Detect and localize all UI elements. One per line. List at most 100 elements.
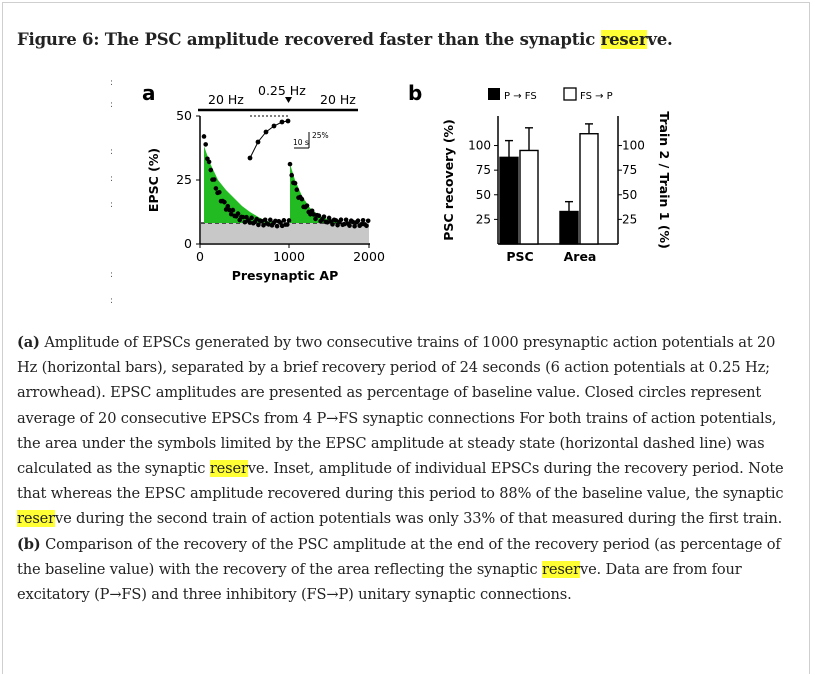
- tick-label-b-right: 25: [622, 212, 637, 226]
- figure-image: a 20 Hz 0.25 Hz 20 Hz 50 25 0 0 1000 200…: [100, 68, 700, 308]
- epsc-point: [285, 222, 290, 227]
- legend-filled-swatch: [488, 88, 500, 100]
- epsc-point: [330, 222, 335, 227]
- epsc-point: [347, 223, 352, 228]
- epsc-point: [352, 223, 357, 229]
- epsc-point: [364, 223, 369, 229]
- epsc-point: [350, 219, 356, 225]
- epsc-point: [227, 207, 232, 213]
- ytick-label: 0: [184, 236, 192, 251]
- epsc-point: [211, 177, 217, 182]
- title-text: Figure 6: The PSC amplitude recovered fa…: [17, 30, 601, 49]
- tick-label-b-left: 25: [476, 212, 491, 226]
- y-axis-label-a: EPSC (%): [146, 148, 161, 212]
- tick-label-b-left: 100: [468, 139, 491, 153]
- caption-panel-label: (a): [17, 334, 40, 351]
- bar-psc-p-fs: [499, 156, 519, 245]
- epsc-point: [249, 215, 254, 221]
- x-axis-label-a: Presynaptic AP: [232, 268, 339, 283]
- panel-b-letter: b: [408, 81, 422, 105]
- figure-title: Figure 6: The PSC amplitude recovered fa…: [17, 30, 673, 49]
- epsc-point: [321, 214, 327, 219]
- scale-time-label: 10 s: [293, 138, 309, 147]
- bar-area-fs-p: [579, 133, 599, 245]
- epsc-point: [299, 196, 305, 202]
- epsc-point: [313, 216, 318, 222]
- epsc-point: [359, 221, 364, 227]
- caption-highlight: reser: [542, 560, 580, 578]
- inset-point: [285, 118, 291, 124]
- epsc-point: [343, 217, 349, 223]
- legend-open-swatch: [563, 87, 577, 101]
- epsc-point: [242, 219, 248, 225]
- tick-label-b-right: 50: [622, 188, 637, 202]
- panel-a-letter: a: [142, 81, 156, 105]
- caption-text: ve. Data are from four excitatory (P→FS)…: [17, 560, 742, 604]
- category-label-area: Area: [564, 249, 597, 264]
- caption-text: Amplitude of EPSCs generated by two cons…: [17, 334, 777, 478]
- epsc-point: [262, 217, 268, 223]
- epsc-point: [247, 220, 253, 225]
- epsc-point: [203, 142, 208, 147]
- epsc-point: [217, 190, 222, 195]
- epsc-point: [355, 218, 361, 224]
- epsc-point: [235, 211, 241, 216]
- epsc-point: [316, 213, 322, 219]
- figure-svg: a 20 Hz 0.25 Hz 20 Hz 50 25 0 0 1000 200…: [142, 81, 672, 283]
- caption-highlight: reser: [209, 460, 248, 478]
- bar-mid-label: 0.25 Hz: [258, 83, 306, 98]
- caption-text: Comparison of the recovery of the PSC am…: [17, 535, 781, 578]
- title-highlight: reser: [600, 30, 648, 49]
- title-text-end: ve.: [647, 30, 673, 49]
- epsc-point: [309, 208, 315, 214]
- epsc-point: [281, 218, 287, 223]
- epsc-point: [206, 159, 212, 165]
- bar-right-label: 20 Hz: [320, 92, 356, 107]
- tick-label-b-right: 100: [622, 139, 645, 153]
- epsc-point: [360, 217, 366, 223]
- caption-text: ve during the second train of action pot…: [54, 510, 783, 528]
- epsc-point: [326, 215, 332, 221]
- bar-area-p-fs: [559, 210, 579, 245]
- bar-left-label: 20 Hz: [208, 92, 244, 107]
- caption-panel-label: (b): [17, 535, 41, 553]
- xtick-label: 1000: [273, 249, 305, 264]
- epsc-point: [365, 218, 371, 224]
- epsc-point: [208, 167, 214, 173]
- epsc-point: [213, 186, 219, 191]
- epsc-point: [228, 211, 234, 217]
- epsc-point: [222, 199, 227, 205]
- reserve-area-train1: [204, 146, 278, 223]
- inset-dots: [247, 118, 291, 161]
- epsc-point: [287, 161, 293, 167]
- xtick-label: 0: [196, 249, 204, 264]
- epsc-point: [230, 207, 236, 213]
- arrowhead-icon: [285, 97, 292, 103]
- figure-caption: (a) Amplitude of EPSCs generated by two …: [17, 330, 797, 607]
- epsc-point: [308, 211, 313, 217]
- epsc-point: [240, 214, 246, 220]
- caption-highlight: reser: [17, 510, 55, 528]
- epsc-point: [261, 222, 266, 228]
- epsc-point: [294, 187, 300, 193]
- epsc-point: [286, 218, 292, 223]
- legend-filled-label: P → FS: [504, 91, 537, 102]
- epsc-point: [256, 222, 261, 228]
- bars-b: [499, 123, 599, 245]
- inset-trace: [249, 120, 289, 159]
- bar-psc-fs-p: [519, 149, 539, 245]
- ticks-b: 25 50 75 100 25 50 75 100: [468, 139, 645, 227]
- epsc-dots: [201, 134, 371, 229]
- tick-label-b-left: 50: [476, 188, 491, 202]
- epsc-point: [273, 218, 278, 224]
- epsc-point: [225, 203, 231, 209]
- legend-open-label: FS → P: [580, 91, 613, 102]
- epsc-point: [268, 217, 273, 223]
- y-axis-label-b-left: PSC recovery (%): [441, 119, 456, 241]
- epsc-point: [304, 203, 310, 208]
- category-label-psc: PSC: [506, 249, 533, 264]
- ytick-label: 50: [176, 108, 192, 123]
- epsc-point: [289, 172, 294, 178]
- tick-label-b-left: 75: [476, 163, 491, 177]
